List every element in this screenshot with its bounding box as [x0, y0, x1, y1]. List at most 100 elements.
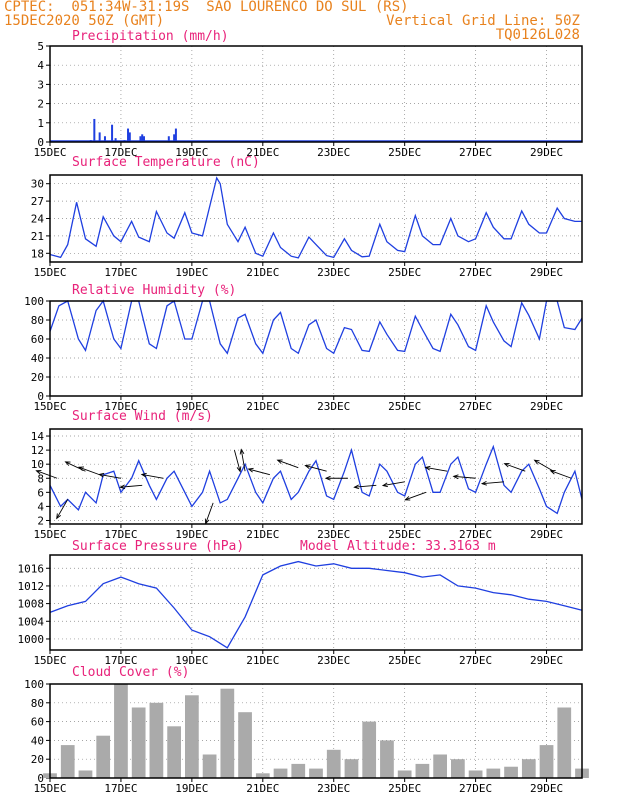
x-tick-label: 29DEC	[530, 528, 563, 541]
y-tick-label: 0	[37, 772, 44, 785]
wind-arrow-head	[77, 466, 84, 471]
x-tick-label: 25DEC	[388, 528, 421, 541]
wind-arrow	[233, 449, 241, 472]
y-tick-label: 3	[37, 78, 44, 91]
wind-arrow-head	[35, 470, 42, 475]
x-tick-label: 23DEC	[317, 266, 350, 279]
y-tick-label: 80	[31, 314, 44, 327]
wind-arrow	[482, 481, 505, 485]
x-tick-label: 27DEC	[459, 528, 492, 541]
precipitation-bar	[93, 118, 96, 142]
x-tick-label: 25DEC	[388, 782, 421, 795]
wind-arrow	[354, 484, 377, 488]
x-tick-label: 19DEC	[175, 782, 208, 795]
y-tick-label: 2	[37, 514, 44, 527]
y-tick-label: 21	[31, 230, 44, 243]
wind-line	[49, 444, 583, 515]
wind-arrow	[141, 473, 164, 479]
y-tick-label: 40	[31, 734, 44, 747]
y-tick-label: 1000	[18, 633, 45, 646]
wind-title: Surface Wind (m/s)	[72, 409, 213, 424]
y-tick-label: 1	[37, 117, 44, 130]
x-tick-label: 17DEC	[104, 528, 137, 541]
precipitation-bar	[111, 124, 114, 142]
y-tick-label: 1012	[18, 580, 45, 593]
wind-arrow-head	[533, 459, 540, 465]
x-tick-label: 25DEC	[388, 146, 421, 159]
x-tick-label: 27DEC	[459, 654, 492, 667]
wind-arrow-head	[56, 513, 61, 520]
cloud-cover-bar	[362, 721, 377, 778]
wind-arrow	[120, 484, 143, 488]
header-location: CPTEC: 051:34W-31:19S SAO LOURENCO DO SU…	[4, 0, 409, 15]
precipitation-bar	[98, 132, 101, 142]
cloud-cover-bar	[96, 735, 111, 778]
y-tick-label: 6	[37, 486, 44, 499]
wind-arrow	[205, 502, 214, 524]
cloud-cover-bar	[185, 695, 199, 778]
y-tick-label: 80	[31, 697, 44, 710]
x-tick-label: 27DEC	[459, 782, 492, 795]
x-tick-label: 21DEC	[246, 400, 279, 413]
wind-arrow	[248, 468, 271, 476]
x-tick-label: 21DEC	[246, 528, 279, 541]
x-tick-label: 19DEC	[175, 146, 208, 159]
y-tick-label: 20	[31, 371, 44, 384]
precipitation-bar	[142, 136, 145, 142]
humidity-line	[49, 299, 583, 355]
x-tick-label: 27DEC	[459, 146, 492, 159]
x-tick-label: 23DEC	[317, 654, 350, 667]
cloud-cover-bar	[167, 726, 181, 778]
x-tick-label: 17DEC	[104, 266, 137, 279]
pressure-line	[49, 560, 583, 649]
cloud-cover-bar	[521, 759, 536, 778]
precipitation-bar	[128, 132, 131, 142]
wind-arrow-head	[236, 466, 242, 473]
y-tick-label: 27	[31, 195, 44, 208]
x-tick-label: 15DEC	[33, 266, 66, 279]
cloud-cover-bar	[60, 745, 75, 778]
wind-arrow	[382, 481, 405, 487]
x-tick-label: 19DEC	[175, 400, 208, 413]
cloud-cover-bar	[78, 770, 93, 778]
wind-arrow	[99, 473, 122, 479]
x-tick-label: 29DEC	[530, 654, 563, 667]
cloud-cover-bar	[238, 712, 252, 778]
temperature-frame	[49, 174, 583, 263]
wind-arrow	[277, 459, 299, 469]
precipitation-bar	[141, 134, 144, 142]
x-tick-label: 27DEC	[459, 266, 492, 279]
wind-arrow-head	[247, 467, 254, 473]
x-tick-label: 21DEC	[246, 266, 279, 279]
cloud-cover-bar	[504, 766, 518, 778]
cloud-cover-bar	[291, 763, 306, 778]
x-tick-label: 21DEC	[246, 654, 279, 667]
y-tick-label: 30	[31, 178, 44, 191]
x-tick-label: 29DEC	[530, 146, 563, 159]
wind-arrow-head	[503, 462, 510, 468]
wind-arrow-head	[140, 472, 147, 478]
y-tick-label: 4	[37, 59, 44, 72]
humidity-frame	[49, 300, 583, 397]
wind-arrow-head	[324, 475, 331, 481]
cloud-cover-frame	[49, 683, 583, 779]
wind-arrow-head	[64, 461, 71, 466]
wind-arrow-head	[119, 484, 126, 490]
wind-arrow	[425, 466, 448, 472]
cloud-cover-bar	[255, 773, 270, 778]
pressure-frame	[49, 554, 583, 651]
wind-arrow	[534, 459, 554, 472]
wind-frame	[49, 428, 583, 525]
cloud-cover-panel: 0 20 40 60 80 100 15DEC 17DEC 19DEC 21DEC 23DEC 25D…	[24, 678, 589, 795]
cloud-cover-bar	[220, 688, 235, 778]
wind-arrow	[56, 499, 69, 519]
y-tick-label: 12	[31, 444, 44, 457]
cloud-cover-bar	[557, 707, 572, 778]
wind-arrow	[550, 470, 572, 479]
precipitation-title: Precipitation (mm/h)	[72, 29, 229, 44]
y-tick-label: 100	[24, 295, 44, 308]
x-tick-label: 17DEC	[104, 782, 137, 795]
cloud-cover-bar	[309, 768, 323, 778]
